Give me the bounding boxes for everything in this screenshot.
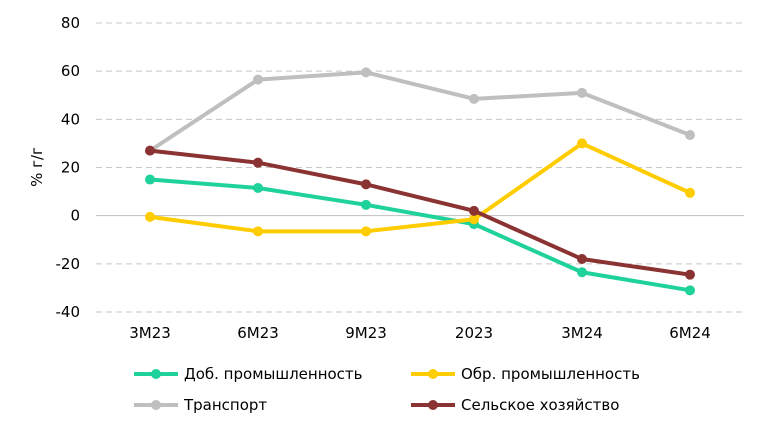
series-line	[148, 141, 692, 234]
y-tick-label: 40	[61, 110, 80, 128]
x-tick-label: 6М24	[669, 324, 711, 342]
data-point	[361, 179, 371, 190]
data-point	[685, 129, 695, 140]
data-point	[253, 74, 263, 85]
x-axis-ticks: 3М23 6М23 9М23 2023 3М24 6М24	[129, 324, 711, 342]
data-point	[469, 93, 479, 104]
data-point	[145, 174, 155, 185]
series-line	[148, 148, 692, 277]
data-point	[685, 269, 695, 280]
y-tick-label: 20	[61, 159, 80, 177]
y-tick-label: -20	[56, 255, 81, 273]
data-point	[145, 145, 155, 156]
x-tick-label: 2023	[455, 324, 493, 342]
data-point	[577, 267, 587, 278]
data-point	[361, 226, 371, 237]
x-tick-label: 3М24	[561, 324, 603, 342]
y-tick-label: -40	[56, 303, 81, 321]
x-tick-label: 3М23	[129, 324, 171, 342]
series-line	[148, 70, 692, 153]
data-point	[469, 214, 479, 225]
y-axis-label: % г/г	[28, 147, 46, 187]
data-point	[253, 157, 263, 168]
y-axis-ticks: 80 60 40 20 0 -20 -40	[56, 14, 81, 321]
data-point	[145, 211, 155, 222]
y-tick-label: 60	[61, 62, 80, 80]
data-point	[685, 187, 695, 198]
data-point	[361, 67, 371, 78]
x-tick-label: 9М23	[345, 324, 387, 342]
data-point	[361, 199, 371, 210]
x-tick-label: 6М23	[237, 324, 279, 342]
data-point	[253, 226, 263, 237]
y-tick-label: 0	[70, 207, 80, 225]
data-point	[685, 285, 695, 296]
series-lines	[145, 67, 695, 296]
series-line	[148, 177, 692, 293]
data-point	[577, 254, 587, 265]
y-tick-label: 80	[61, 14, 80, 32]
data-point	[577, 87, 587, 98]
data-point	[577, 138, 587, 149]
data-point	[253, 182, 263, 193]
data-point	[469, 205, 479, 216]
